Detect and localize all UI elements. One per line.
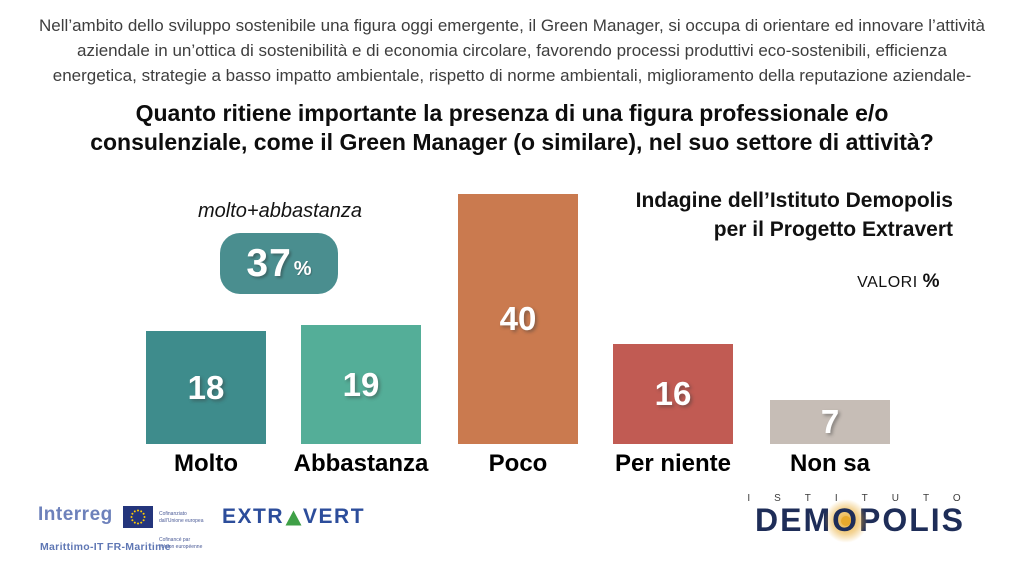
values-note-label: VALORI [857,274,923,291]
title-line-1: Quanto ritiene importante la presenza di… [135,100,889,126]
demopolis-text-polis: POLIS [858,502,965,538]
bar-value: 16 [654,375,692,412]
bar-value: 19 [342,365,380,403]
eu-flag-icon [123,506,153,528]
eu-cofunding-it: Cofinanziato dall’Unione europea [159,511,204,524]
bar-label: Abbastanza [293,450,429,477]
extravert-logo: EXTR VERT [222,505,365,529]
demopolis-wordmark: DEMOPOLIS [733,499,987,544]
demopolis-logo: ISTITUTO DEMOPOLIS [733,493,987,544]
demopolis-text-dem: DEM [754,502,833,538]
total-badge-percent: % [293,258,312,280]
bar-poco: 40 [458,194,578,444]
bar-molto: 18 [146,331,266,444]
page-title: Quanto ritiene importante la presenza di… [0,99,1024,157]
total-badge-value: 37 [246,241,292,285]
bar-per-niente: 16 [613,344,733,444]
extravert-triangle-icon [285,510,302,526]
demopolis-eye-dot [840,516,851,527]
annotation-label: molto+abbastanza [197,200,362,222]
source-line-1: Indagine dell’Istituto Demopolis [635,189,953,212]
total-badge: 37 % [220,233,338,294]
eu-cofunding-fr: Cofinancé par l’Union européenne [159,537,203,550]
values-note-percent: % [922,271,940,292]
values-note: VALORI % [857,271,940,293]
bar-value: 7 [820,403,840,440]
demopolis-istituto-label: ISTITUTO [747,493,985,504]
bar-label: Molto [174,450,238,477]
bar-label: Non sa [789,450,870,477]
intro-line-1: Nell’ambito dello sviluppo sostenibile u… [39,16,985,35]
bar-value: 40 [499,300,537,337]
source-note: Indagine dell’Istituto Demopolis per il … [636,186,953,244]
demopolis-eye-o: O [823,499,868,544]
intro-line-3: energetica, strategie a basso impatto am… [52,66,972,85]
bar-value: 18 [187,368,225,406]
extravert-text-post: VERT [303,505,366,528]
eu-cofunding-text: Cofinanziato dall’Unione europea Cofinan… [159,504,203,563]
intro-line-2: aziendale in un’ottica di sostenibilità … [77,41,947,60]
bar-label: Poco [488,450,548,477]
interreg-program-label: Marittimo-IT FR-Maritime [40,541,171,553]
bar-non-sa: 7 [770,400,890,444]
source-line-2: per il Progetto Extravert [713,218,953,241]
title-line-2: consulenziale, come il Green Manager (o … [90,129,934,155]
interreg-logo: Interreg [38,504,113,525]
extravert-text-pre: EXTR [222,505,285,528]
bar-label: Per niente [614,450,732,477]
intro-paragraph: Nell’ambito dello sviluppo sostenibile u… [0,13,1024,88]
bar-abbastanza: 19 [301,325,421,444]
